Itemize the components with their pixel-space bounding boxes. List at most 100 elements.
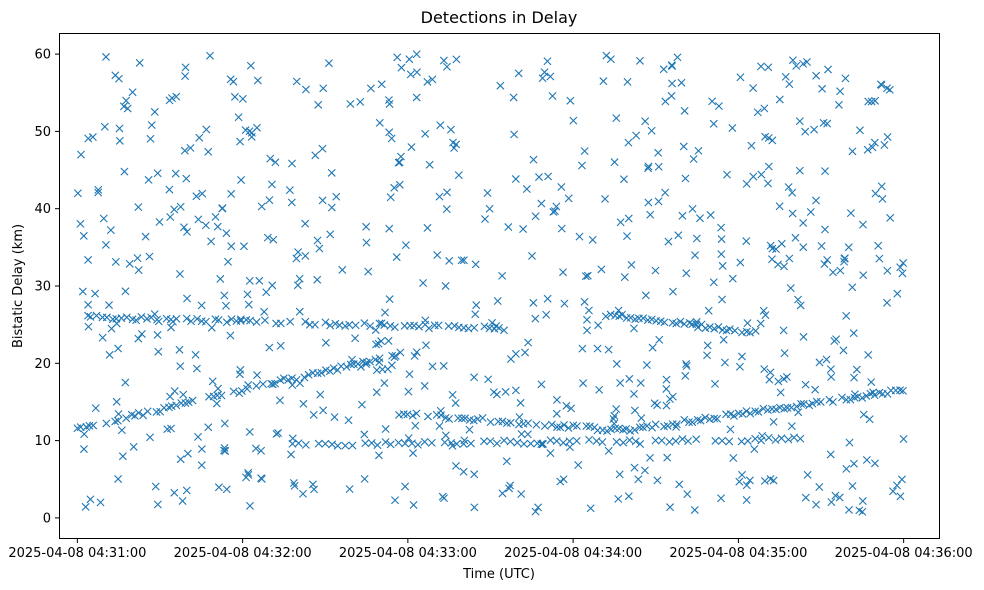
detection-point xyxy=(374,451,383,460)
detection-point xyxy=(786,284,795,293)
detection-point xyxy=(253,76,262,85)
detection-point xyxy=(145,252,154,261)
detection-point xyxy=(242,473,251,482)
detection-point xyxy=(639,314,648,323)
detection-point xyxy=(288,434,297,443)
detection-point xyxy=(552,437,561,446)
detection-point xyxy=(664,237,673,246)
detection-point xyxy=(401,439,410,448)
detection-point xyxy=(77,150,85,159)
detection-point xyxy=(618,310,626,319)
detection-point xyxy=(163,425,172,434)
detection-point xyxy=(896,386,905,395)
detection-point xyxy=(197,445,206,454)
detection-point xyxy=(478,413,487,422)
detection-point xyxy=(498,271,507,280)
detection-point xyxy=(711,379,720,388)
detection-point xyxy=(276,341,285,350)
detection-point xyxy=(566,96,575,105)
detection-point xyxy=(405,370,414,379)
detection-point xyxy=(268,281,277,290)
detection-point xyxy=(867,97,876,106)
detection-point xyxy=(331,319,340,328)
detection-point xyxy=(559,268,568,277)
y-axis: 0 10 20 30 40 50 60 xyxy=(34,48,60,526)
detection-point xyxy=(764,63,773,72)
detection-point xyxy=(850,373,859,382)
detection-point xyxy=(384,96,393,105)
detection-point xyxy=(795,166,804,175)
detection-point xyxy=(220,443,229,452)
detection-point xyxy=(577,161,586,170)
detection-point xyxy=(537,440,546,449)
detection-point xyxy=(345,320,354,329)
detection-point xyxy=(342,362,351,371)
detection-point xyxy=(580,147,589,156)
detection-point xyxy=(166,392,175,401)
detection-point xyxy=(825,395,834,404)
detection-point xyxy=(737,352,746,361)
detection-point xyxy=(452,55,461,64)
detection-point xyxy=(850,390,859,399)
detection-point xyxy=(810,125,819,134)
detection-point xyxy=(341,441,350,450)
detection-point xyxy=(227,189,236,198)
detection-point xyxy=(406,70,415,79)
detection-point xyxy=(221,447,230,456)
detection-point xyxy=(680,106,689,115)
detection-point xyxy=(883,84,891,93)
detection-point xyxy=(581,272,590,281)
detection-point xyxy=(584,306,593,315)
detection-point xyxy=(493,296,502,305)
detection-point xyxy=(390,353,399,362)
detection-point xyxy=(565,443,574,452)
detection-point xyxy=(182,314,191,323)
detection-point xyxy=(114,344,123,353)
detection-point xyxy=(848,147,857,156)
detection-point xyxy=(295,274,304,283)
detection-point xyxy=(141,232,150,241)
detection-point xyxy=(511,386,520,395)
detection-point xyxy=(287,374,296,383)
detection-point xyxy=(636,379,645,388)
detection-point xyxy=(450,143,459,152)
detection-point xyxy=(498,417,507,426)
detection-point xyxy=(899,435,908,444)
detection-point xyxy=(448,138,457,147)
detection-point xyxy=(601,194,610,203)
detection-point xyxy=(797,399,806,408)
detection-point xyxy=(194,215,203,224)
detection-point xyxy=(101,240,110,249)
detection-point xyxy=(812,196,820,205)
detection-point xyxy=(694,146,703,155)
detection-point xyxy=(255,276,264,285)
detection-point xyxy=(396,152,405,161)
detection-point xyxy=(392,253,401,262)
detection-point xyxy=(506,437,515,446)
detection-point xyxy=(718,295,727,304)
detection-point xyxy=(381,425,390,434)
detection-point xyxy=(488,318,497,327)
detection-point xyxy=(685,318,694,327)
detection-point xyxy=(543,57,552,66)
detection-point xyxy=(241,126,250,135)
detection-point xyxy=(423,223,432,232)
detection-point xyxy=(91,404,100,413)
detection-point xyxy=(547,420,556,429)
detection-point xyxy=(538,74,547,83)
detection-point xyxy=(328,440,337,449)
detection-point xyxy=(408,411,417,420)
detection-point xyxy=(788,56,797,65)
detection-point xyxy=(582,315,591,324)
detection-point xyxy=(562,401,571,410)
detection-point xyxy=(406,321,415,330)
detection-point xyxy=(660,318,669,327)
detection-point xyxy=(597,265,606,274)
detection-point xyxy=(102,52,110,61)
detection-point xyxy=(801,380,810,389)
detection-point xyxy=(362,360,371,369)
detection-point xyxy=(238,94,247,103)
detection-point xyxy=(827,372,836,381)
detection-point xyxy=(736,258,745,267)
detection-point xyxy=(743,436,752,445)
